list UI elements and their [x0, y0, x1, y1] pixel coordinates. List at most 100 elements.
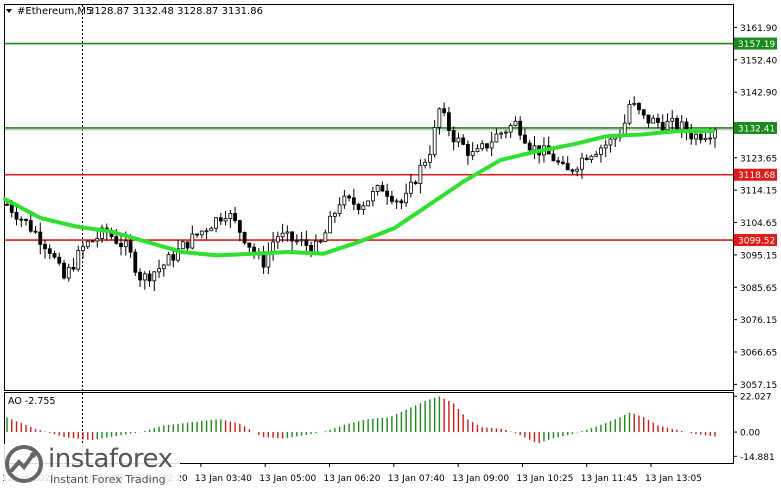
candle[interactable] — [399, 200, 404, 204]
candle[interactable] — [138, 271, 142, 281]
candle[interactable] — [408, 181, 413, 194]
candle[interactable] — [152, 271, 157, 282]
candle[interactable] — [646, 114, 651, 124]
candle[interactable] — [38, 231, 43, 245]
candle[interactable] — [204, 230, 209, 233]
candle[interactable] — [356, 203, 361, 210]
candle[interactable] — [28, 220, 33, 232]
candle[interactable] — [660, 122, 665, 131]
candle[interactable] — [513, 120, 518, 126]
candle[interactable] — [171, 254, 176, 261]
candle[interactable] — [427, 154, 432, 163]
candle[interactable] — [637, 102, 641, 111]
candle[interactable] — [485, 143, 489, 149]
candle[interactable] — [166, 254, 171, 266]
candle[interactable] — [508, 125, 513, 133]
candle[interactable] — [161, 264, 166, 270]
candle[interactable] — [432, 126, 437, 156]
candle[interactable] — [119, 242, 123, 248]
candle[interactable] — [43, 243, 47, 250]
candle[interactable] — [675, 118, 679, 130]
candle[interactable] — [423, 161, 428, 166]
candle[interactable] — [608, 138, 613, 146]
candle[interactable] — [551, 153, 556, 162]
candle[interactable] — [451, 130, 456, 143]
candle[interactable] — [290, 231, 295, 242]
candle[interactable] — [95, 238, 100, 242]
candle[interactable] — [14, 211, 19, 220]
candle[interactable] — [142, 273, 147, 281]
candle[interactable] — [237, 220, 242, 233]
candle[interactable] — [275, 236, 280, 243]
candle[interactable] — [366, 200, 371, 207]
candle[interactable] — [470, 151, 475, 156]
candle[interactable] — [532, 145, 537, 151]
candle[interactable] — [570, 169, 575, 172]
candle[interactable] — [337, 204, 342, 214]
candle[interactable] — [133, 251, 138, 273]
candle[interactable] — [404, 192, 409, 204]
candle[interactable] — [679, 121, 684, 130]
candle[interactable] — [24, 218, 28, 221]
candle[interactable] — [233, 213, 237, 221]
candle[interactable] — [589, 155, 594, 161]
candle[interactable] — [214, 217, 218, 229]
candle[interactable] — [347, 195, 352, 199]
candle[interactable] — [561, 161, 565, 164]
candle[interactable] — [328, 215, 333, 234]
triangle-down-icon[interactable] — [6, 9, 12, 13]
candle[interactable] — [656, 117, 660, 123]
candle[interactable] — [651, 117, 656, 124]
candle[interactable] — [66, 266, 71, 279]
candle[interactable] — [47, 248, 52, 254]
candle[interactable] — [318, 240, 323, 243]
candle[interactable] — [313, 240, 318, 253]
candle[interactable] — [694, 133, 698, 140]
candle[interactable] — [195, 233, 199, 236]
candle[interactable] — [380, 185, 385, 192]
candle[interactable] — [670, 118, 675, 122]
candle[interactable] — [418, 164, 423, 185]
candle[interactable] — [437, 108, 442, 128]
candle[interactable] — [157, 268, 161, 273]
candle[interactable] — [394, 200, 399, 203]
candle[interactable] — [599, 147, 603, 155]
candle[interactable] — [62, 262, 66, 279]
candle[interactable] — [261, 254, 266, 268]
candle[interactable] — [370, 191, 375, 202]
candle[interactable] — [294, 240, 299, 243]
candle[interactable] — [57, 256, 62, 264]
candle[interactable] — [641, 109, 646, 116]
candle[interactable] — [76, 250, 81, 270]
candle[interactable] — [147, 273, 152, 282]
candle[interactable] — [413, 181, 418, 185]
candle[interactable] — [385, 190, 390, 197]
candle[interactable] — [703, 137, 708, 141]
candle[interactable] — [81, 246, 85, 251]
candle[interactable] — [128, 240, 133, 253]
candle[interactable] — [199, 230, 204, 236]
candle[interactable] — [361, 205, 366, 210]
candle[interactable] — [698, 133, 703, 141]
candle[interactable] — [52, 253, 57, 258]
candle[interactable] — [342, 195, 347, 206]
candle[interactable] — [332, 213, 337, 217]
candle[interactable] — [223, 218, 228, 222]
candle[interactable] — [285, 231, 290, 234]
candle[interactable] — [489, 141, 494, 149]
candle[interactable] — [375, 185, 380, 192]
candle[interactable] — [456, 137, 461, 143]
candle[interactable] — [389, 195, 394, 202]
candle[interactable] — [247, 242, 252, 248]
candle[interactable] — [323, 232, 328, 242]
candle[interactable] — [523, 134, 527, 144]
candle[interactable] — [708, 137, 713, 140]
candle[interactable] — [499, 132, 504, 135]
candle[interactable] — [19, 218, 24, 221]
candle[interactable] — [180, 241, 185, 250]
candle[interactable] — [627, 103, 632, 124]
candle[interactable] — [71, 266, 76, 270]
candle[interactable] — [9, 204, 14, 213]
candle[interactable] — [584, 157, 589, 161]
